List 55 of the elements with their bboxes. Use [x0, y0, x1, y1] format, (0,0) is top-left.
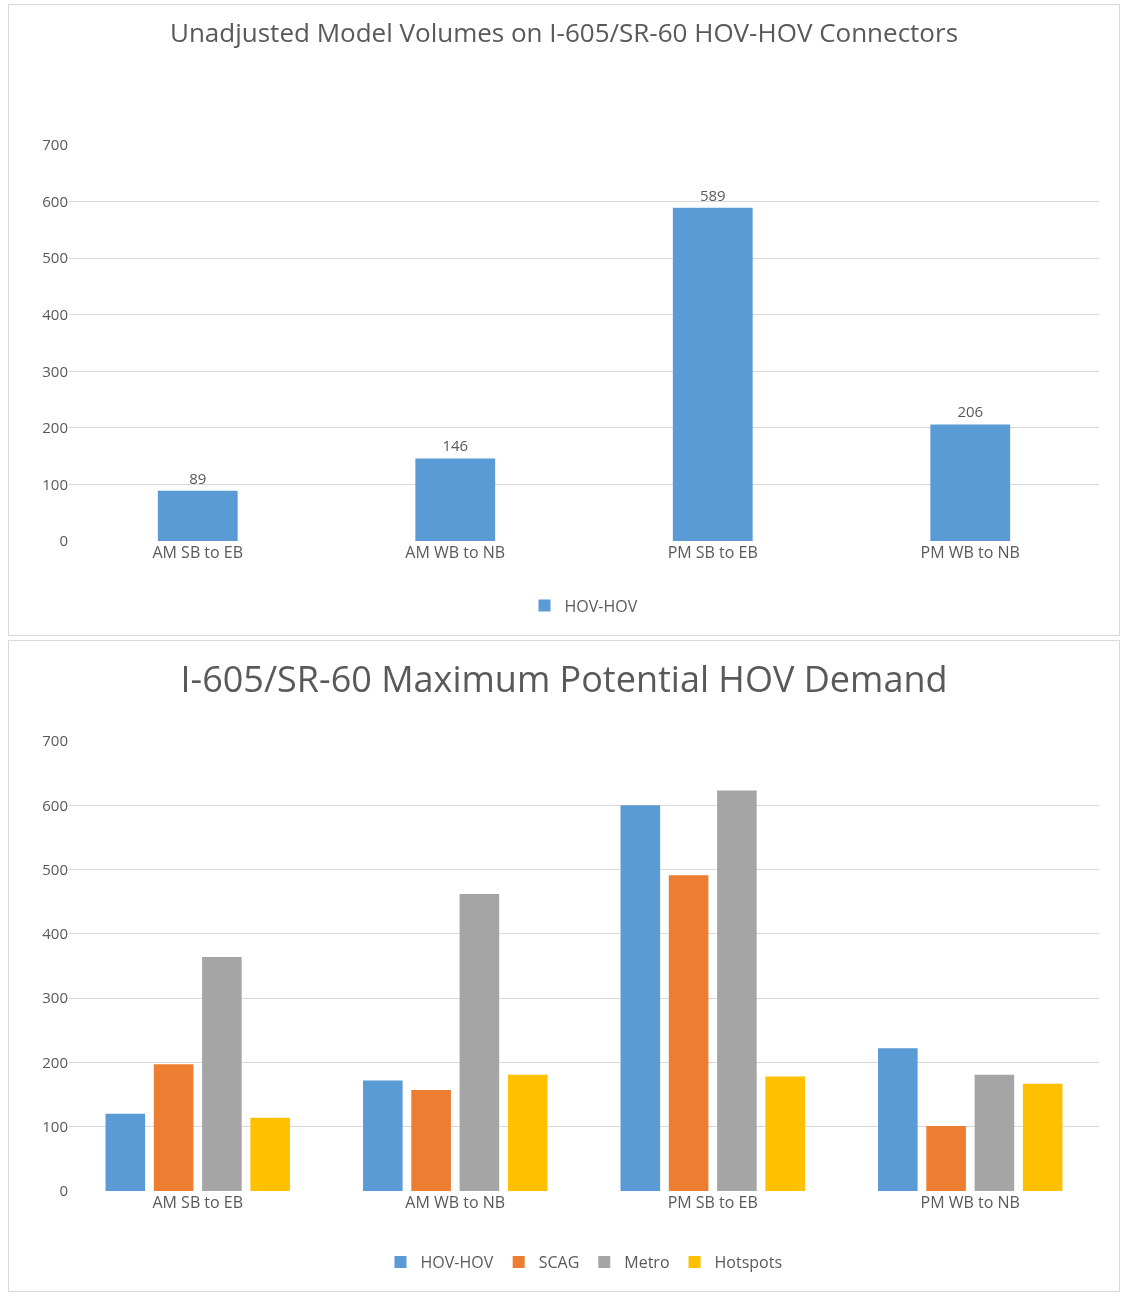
- y-tick-label: 400: [42, 923, 68, 944]
- bar: [250, 1117, 290, 1191]
- y-tick-label: 100: [42, 473, 68, 494]
- x-tick-label: PM WB to NB: [920, 541, 1020, 563]
- bar: [411, 1090, 451, 1191]
- data-label: 89: [189, 467, 207, 488]
- bar: [620, 805, 661, 1191]
- bar: [765, 1076, 805, 1191]
- data-label: 589: [699, 184, 726, 205]
- bar: [507, 1074, 548, 1191]
- bar: [105, 1113, 146, 1191]
- bar: [930, 424, 1011, 541]
- x-tick-label: AM WB to NB: [405, 1191, 506, 1213]
- bar: [415, 458, 496, 541]
- y-tick-label: 300: [42, 987, 68, 1008]
- x-tick-label: AM SB to EB: [152, 541, 244, 563]
- y-tick-label: 400: [42, 303, 68, 324]
- bar: [717, 790, 757, 1191]
- y-tick-label: 100: [42, 1115, 68, 1136]
- y-tick-label: 600: [42, 794, 68, 815]
- x-tick-label: AM SB to EB: [152, 1191, 244, 1213]
- legend-label: HOV-HOV: [564, 594, 638, 617]
- chart-title: I-605/SR-60 Maximum Potential HOV Demand: [180, 654, 948, 704]
- y-tick-label: 700: [42, 134, 68, 155]
- y-tick-label: 200: [42, 1051, 68, 1072]
- x-tick-label: PM SB to EB: [667, 541, 758, 563]
- bar: [878, 1048, 918, 1191]
- bar: [672, 207, 753, 541]
- y-tick-label: 200: [42, 417, 68, 438]
- x-tick-label: PM WB to NB: [920, 1191, 1020, 1213]
- y-tick-label: 500: [42, 858, 68, 879]
- bar: [926, 1126, 966, 1191]
- bar: [459, 894, 500, 1191]
- legend-label: Hotspots: [714, 1251, 783, 1274]
- bar: [202, 957, 242, 1191]
- y-tick-label: 0: [59, 1180, 68, 1201]
- legend-label: SCAG: [538, 1251, 580, 1274]
- bar: [157, 490, 238, 541]
- y-tick-label: 500: [42, 247, 68, 268]
- bar: [668, 875, 709, 1191]
- legend-label: Metro: [624, 1251, 670, 1274]
- bar: [974, 1074, 1015, 1191]
- bar: [363, 1080, 403, 1191]
- y-tick-label: 600: [42, 190, 68, 211]
- y-tick-label: 300: [42, 360, 68, 381]
- x-tick-label: PM SB to EB: [667, 1191, 758, 1213]
- legend-label: HOV-HOV: [420, 1251, 494, 1274]
- bar: [153, 1064, 194, 1191]
- bar: [1022, 1083, 1063, 1191]
- chart-title: Unadjusted Model Volumes on I-605/SR-60 HOV-HOV Connectors: [169, 14, 959, 51]
- x-tick-label: AM WB to NB: [405, 541, 506, 563]
- y-tick-label: 700: [42, 730, 68, 751]
- data-label: 206: [957, 401, 984, 422]
- y-tick-label: 0: [59, 530, 68, 551]
- data-label: 146: [442, 435, 469, 456]
